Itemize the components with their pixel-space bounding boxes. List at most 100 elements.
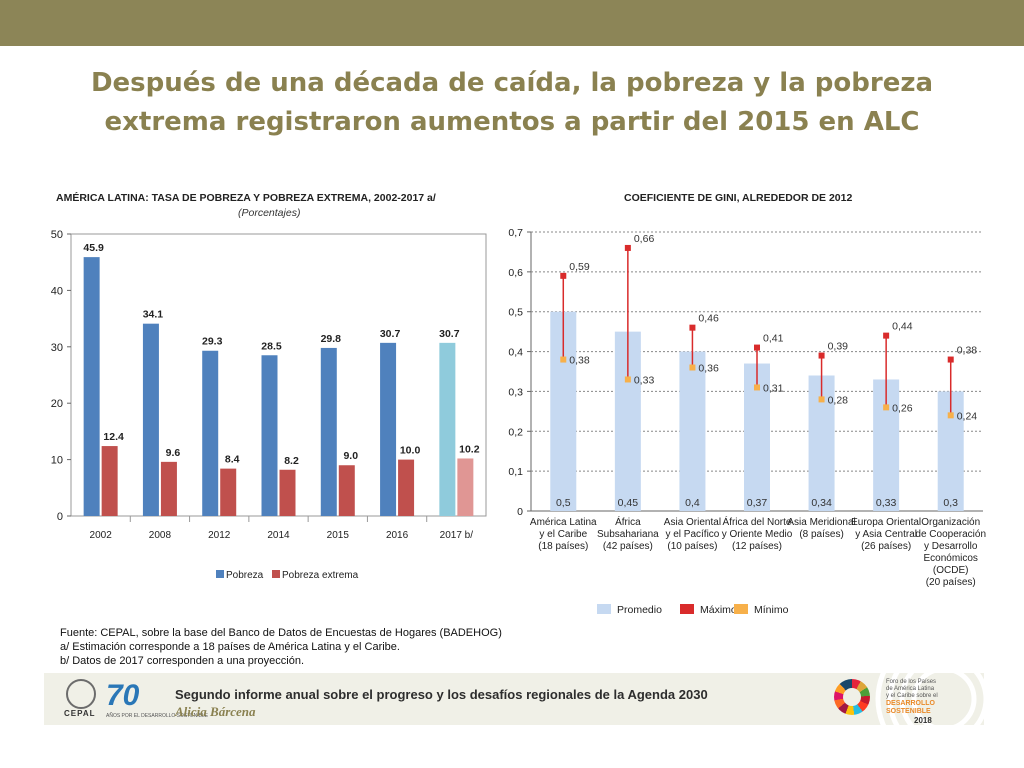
extrema-bar [279, 469, 296, 516]
note-a: a/ Estimación corresponde a 18 países de… [60, 641, 400, 653]
gini-category-label: y Desarrollo [924, 541, 978, 552]
pobreza-bar [380, 342, 397, 516]
gini-category-label: y el Caribe [539, 529, 587, 540]
pobreza-value-label: 45.9 [83, 242, 104, 254]
cepal-logo: CEPAL [64, 709, 96, 718]
gini-promedio-label: 0,34 [811, 497, 832, 509]
extrema-value-label: 9.0 [343, 450, 358, 462]
gini-promedio-label: 0,45 [618, 497, 639, 509]
forum-line3: y el Caribe sobre el [886, 693, 938, 699]
gini-category-label: (12 países) [732, 541, 782, 552]
gini-promedio-label: 0,5 [556, 497, 571, 509]
poverty-ytick-label: 40 [51, 285, 63, 297]
pobreza-value-label: 29.8 [321, 333, 342, 345]
gini-maximo-label: 0,44 [892, 321, 913, 333]
gini-minimo-marker [689, 364, 696, 371]
poverty-xtick-label: 2008 [149, 530, 172, 541]
gini-minimo-marker [560, 356, 567, 363]
gini-promedio-label: 0,3 [943, 497, 958, 509]
pobreza-value-label: 34.1 [143, 309, 164, 321]
pobreza-value-label: 30.7 [439, 328, 460, 340]
gini-ytick-label: 0,1 [508, 466, 523, 478]
gini-category-label: Organización [921, 517, 980, 528]
legend-minimo-swatch [734, 604, 748, 614]
un-emblem-icon [66, 679, 96, 709]
poverty-plot-area: 0 10 20 30 40 50 2002 45.9 12.4 2008 34.1 9.6 2012 29… [51, 229, 487, 581]
forum-year: 2018 [914, 716, 932, 725]
gini-minimo-marker [818, 396, 825, 403]
gini-minimo-label: 0,24 [957, 410, 978, 422]
gini-maximo-label: 0,66 [634, 233, 655, 245]
poverty-xtick-label: 2016 [386, 530, 409, 541]
gini-category-label: América Latina [530, 517, 597, 528]
gini-minimo-marker [754, 384, 760, 391]
forum-name: Foro de los Países de América Latina y e… [886, 679, 938, 700]
gini-ytick-label: 0,2 [508, 426, 523, 438]
pobreza-bar [83, 257, 100, 516]
poverty-ytick-label: 20 [51, 398, 63, 410]
gini-category-label: de Cooperación [915, 529, 986, 540]
gini-minimo-marker [883, 404, 890, 411]
gini-promedio-bar [679, 351, 706, 511]
extrema-bar [457, 458, 474, 516]
gini-ytick-label: 0 [517, 506, 523, 518]
extrema-bar [220, 468, 237, 516]
poverty-ytick-label: 30 [51, 342, 63, 354]
gini-chart: COEFICIENTE DE GINI, ALREDEDOR DE 2012 0… [508, 192, 986, 616]
gini-category-label: y Asia Central [855, 529, 917, 540]
gini-ytick-label: 0,6 [508, 267, 523, 279]
gini-minimo-marker [624, 376, 631, 383]
top-banner [0, 0, 1024, 46]
poverty-xtick-label: 2015 [327, 530, 350, 541]
legend-promedio-swatch [597, 604, 611, 614]
legend-pobreza-swatch [216, 570, 224, 578]
poverty-chart: AMÉRICA LATINA: TASA DE POBREZA Y POBREZ… [51, 191, 487, 581]
gini-category-label: Económicos [923, 553, 977, 564]
extrema-value-label: 9.6 [166, 447, 181, 459]
gini-minimo-label: 0,28 [828, 394, 849, 406]
pobreza-bar [142, 323, 159, 516]
seventy-years-caption: AÑOS POR EL DESARROLLO SOSTENIBLE [106, 713, 209, 719]
extrema-value-label: 10.2 [459, 443, 480, 455]
gini-promedio-label: 0,33 [876, 497, 897, 509]
gini-maximo-marker [560, 272, 567, 279]
seventy-years-logo: 70 [106, 679, 140, 712]
extrema-value-label: 8.4 [225, 454, 240, 466]
legend-promedio-label: Promedio [617, 604, 662, 616]
poverty-chart-title: AMÉRICA LATINA: TASA DE POBREZA Y POBREZ… [56, 191, 436, 204]
gini-category-label: (8 países) [799, 529, 843, 540]
poverty-xtick-label: 2017 b/ [440, 530, 474, 541]
footer-title: Segundo informe anual sobre el progreso … [175, 687, 708, 702]
pobreza-value-label: 28.5 [261, 340, 282, 352]
gini-maximo-label: 0,38 [957, 345, 978, 357]
forum-line1: Foro de los Países [886, 679, 937, 685]
poverty-xtick-label: 2002 [90, 530, 113, 541]
extrema-bar [398, 459, 415, 516]
pobreza-bar [202, 350, 219, 516]
gini-category-label: (10 países) [667, 541, 717, 552]
gini-ytick-label: 0,7 [508, 227, 523, 239]
gini-minimo-label: 0,38 [569, 355, 590, 367]
extrema-bar [338, 465, 355, 516]
source-notes: Fuente: CEPAL, sobre la base del Banco d… [60, 626, 502, 668]
gini-category-label: (18 países) [538, 541, 588, 552]
gini-minimo-label: 0,26 [892, 402, 913, 414]
legend-extrema-swatch [272, 570, 280, 578]
sds-line2: SOSTENIBLE [886, 708, 931, 715]
sds-line1: DESARROLLO [886, 700, 935, 707]
legend-extrema-label: Pobreza extrema [282, 570, 359, 581]
poverty-xtick-label: 2012 [208, 530, 231, 541]
gini-minimo-label: 0,31 [763, 382, 784, 394]
gini-ytick-label: 0,5 [508, 307, 523, 319]
gini-plot-area: 0 0,1 0,2 0,3 0,4 0,5 0,6 0,7 0,5 0,59 0,38 América… [508, 227, 986, 616]
gini-category-label: Europa Oriental [851, 517, 921, 528]
gini-category-label: Asia Oriental [664, 517, 721, 528]
gini-category-label: y Oriente Medio [722, 529, 793, 540]
decorative-arcs [875, 673, 984, 725]
gini-maximo-marker [754, 344, 760, 351]
slide-title-line2: extrema registraron aumentos a partir de… [104, 107, 920, 137]
sdg-wheel-icon [834, 679, 870, 715]
gini-category-label: África del Norte [723, 515, 792, 528]
gini-minimo-marker [947, 412, 954, 419]
extrema-value-label: 10.0 [400, 445, 421, 457]
